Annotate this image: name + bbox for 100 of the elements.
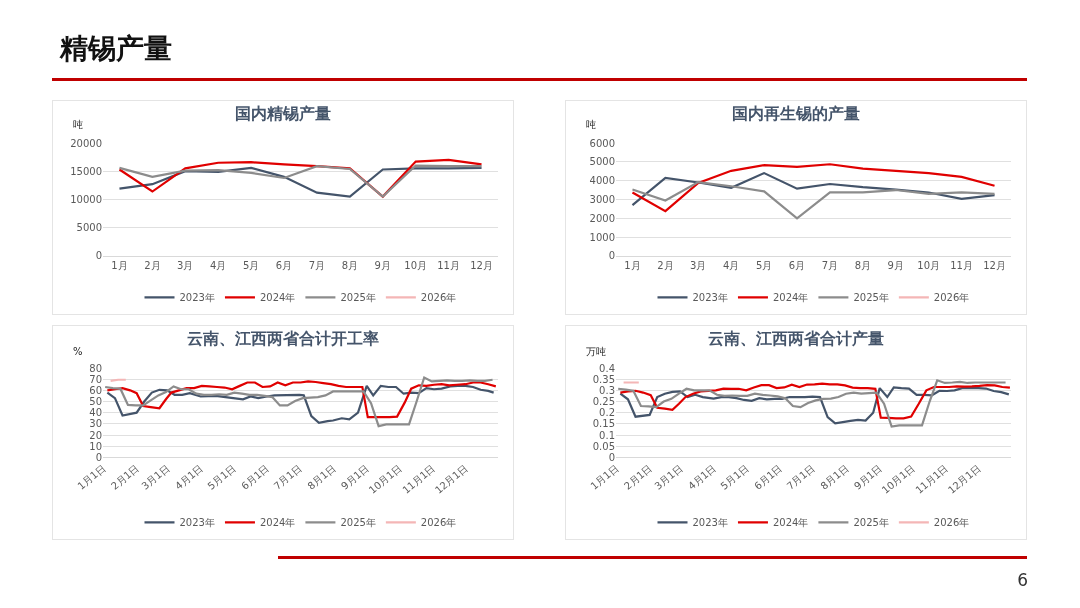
- legend-label: 2025年: [853, 292, 889, 304]
- y-tick-label: 0: [95, 250, 102, 262]
- legend-label: 2023年: [179, 292, 215, 304]
- y-tick-label: 60: [89, 384, 102, 396]
- chart-title: 云南、江西两省合计开工率: [187, 328, 379, 348]
- y-tick-label: 0.2: [599, 407, 615, 419]
- legend-label: 2024年: [772, 517, 809, 529]
- x-tick-label: 7月1日: [784, 462, 817, 492]
- legend-label: 2025年: [853, 517, 889, 529]
- line-series: [617, 379, 1007, 428]
- legend-label: 2026年: [420, 517, 457, 529]
- legend-label: 2025年: [340, 292, 376, 304]
- y-tick-label: 3000: [589, 193, 615, 205]
- x-tick-label: 8月: [341, 259, 359, 271]
- y-tick-label: 10: [89, 440, 102, 452]
- y-tick-label: 0.15: [592, 418, 615, 430]
- x-tick-label: 4月: [210, 259, 227, 271]
- x-tick-label: 5月: [242, 259, 260, 271]
- x-tick-label: 1月1日: [75, 462, 108, 492]
- legend-label: 2024年: [259, 292, 296, 304]
- x-tick-label: 11月: [437, 259, 460, 271]
- line-series: [631, 181, 996, 220]
- y-tick-label: 50: [89, 396, 102, 408]
- y-tick-label: 0: [608, 250, 615, 262]
- y-tick-label: 0.25: [592, 396, 615, 408]
- x-tick-label: 4月: [723, 259, 740, 271]
- y-tick-label: 0: [608, 451, 615, 463]
- y-tick-label: 0: [95, 451, 102, 463]
- x-tick-label: 3月: [177, 259, 194, 271]
- line-series: [631, 172, 996, 207]
- x-tick-label: 4月1日: [173, 462, 206, 492]
- legend-label: 2025年: [340, 517, 376, 529]
- x-tick-label: 8月: [854, 259, 872, 271]
- y-axis-title: 万吨: [586, 346, 606, 357]
- x-tick-label: 8月1日: [305, 462, 338, 492]
- y-tick-label: 15000: [70, 165, 102, 177]
- y-tick-label: 40: [89, 407, 102, 419]
- y-tick-label: 70: [89, 373, 102, 385]
- y-tick-label: 5000: [76, 222, 102, 234]
- x-tick-label: 2月: [657, 259, 674, 271]
- x-tick-label: 6月1日: [239, 462, 272, 492]
- chart-title: 国内再生锡的产量: [732, 103, 860, 123]
- x-tick-label: 2月1日: [621, 462, 655, 492]
- legend-label: 2023年: [179, 517, 215, 529]
- y-tick-label: 0.4: [599, 362, 615, 374]
- x-tick-label: 10月: [917, 259, 941, 271]
- x-tick-label: 8月1日: [818, 462, 851, 492]
- y-tick-label: 0.05: [592, 440, 615, 452]
- x-tick-label: 4月1日: [686, 462, 719, 492]
- x-tick-label: 3月1日: [139, 462, 172, 492]
- x-tick-label: 3月: [690, 259, 707, 271]
- x-tick-label: 2月: [144, 259, 161, 271]
- text: 精锡产量: [60, 31, 172, 67]
- x-tick-label: 11月: [950, 259, 973, 271]
- x-tick-label: 1月: [624, 259, 641, 271]
- y-tick-label: 0.35: [592, 373, 615, 385]
- y-tick-label: 5000: [589, 156, 615, 168]
- x-tick-label: 12月: [983, 259, 1006, 271]
- x-tick-label: 6月: [788, 259, 806, 271]
- y-tick-label: 1000: [589, 231, 615, 243]
- x-tick-label: 9月: [887, 259, 904, 271]
- line-series: [631, 163, 996, 213]
- legend-label: 2024年: [772, 292, 809, 304]
- x-tick-label: 2月1日: [108, 462, 142, 492]
- y-tick-label: 0.3: [599, 384, 615, 396]
- y-axis-title: %: [73, 346, 83, 357]
- x-tick-label: 9月: [374, 259, 391, 271]
- x-tick-label: 5月1日: [718, 462, 751, 492]
- legend-label: 2026年: [933, 517, 970, 529]
- y-tick-label: 2000: [589, 212, 615, 224]
- x-tick-label: 7月1日: [271, 462, 304, 492]
- x-tick-label: 12月: [470, 259, 493, 271]
- legend-label: 2026年: [420, 292, 457, 304]
- y-tick-label: 10000: [70, 193, 102, 205]
- x-tick-label: 6月1日: [752, 462, 785, 492]
- y-tick-label: 20: [89, 429, 102, 441]
- legend-label: 2023年: [692, 292, 728, 304]
- y-tick-label: 80: [89, 362, 102, 374]
- text: 6: [1017, 570, 1028, 590]
- x-tick-label: 10月: [404, 259, 428, 271]
- chart-title: 国内精锡产量: [235, 103, 331, 123]
- x-tick-label: 1月1日: [588, 462, 621, 492]
- x-tick-label: 7月: [821, 259, 839, 271]
- y-tick-label: 6000: [589, 137, 615, 149]
- y-axis-title: 吨: [586, 119, 596, 130]
- y-axis-title: 吨: [73, 119, 83, 130]
- y-tick-label: 4000: [589, 175, 615, 187]
- legend-label: 2024年: [259, 517, 296, 529]
- y-tick-label: 0.1: [599, 429, 615, 441]
- x-tick-label: 5月: [755, 259, 773, 271]
- y-tick-label: 20000: [70, 137, 102, 149]
- x-tick-label: 1月: [111, 259, 128, 271]
- y-tick-label: 30: [89, 418, 102, 430]
- legend-label: 2023年: [692, 517, 728, 529]
- x-tick-label: 7月: [308, 259, 326, 271]
- x-tick-label: 6月: [275, 259, 293, 271]
- x-tick-label: 5月1日: [205, 462, 238, 492]
- chart-title: 云南、江西两省合计产量: [708, 328, 884, 348]
- legend-label: 2026年: [933, 292, 970, 304]
- x-tick-label: 3月1日: [652, 462, 685, 492]
